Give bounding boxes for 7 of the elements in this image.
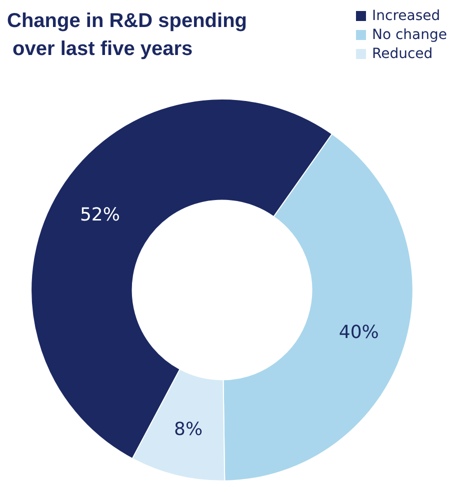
data-label: 8% — [174, 418, 203, 440]
data-label: 52% — [80, 204, 120, 226]
legend-label: No change — [372, 27, 448, 43]
legend-label: Reduced — [372, 46, 433, 62]
data-label: 40% — [338, 322, 379, 343]
legend-label: Increased — [372, 8, 440, 24]
text: Change in R&D spending over last five years — [7, 10, 247, 60]
